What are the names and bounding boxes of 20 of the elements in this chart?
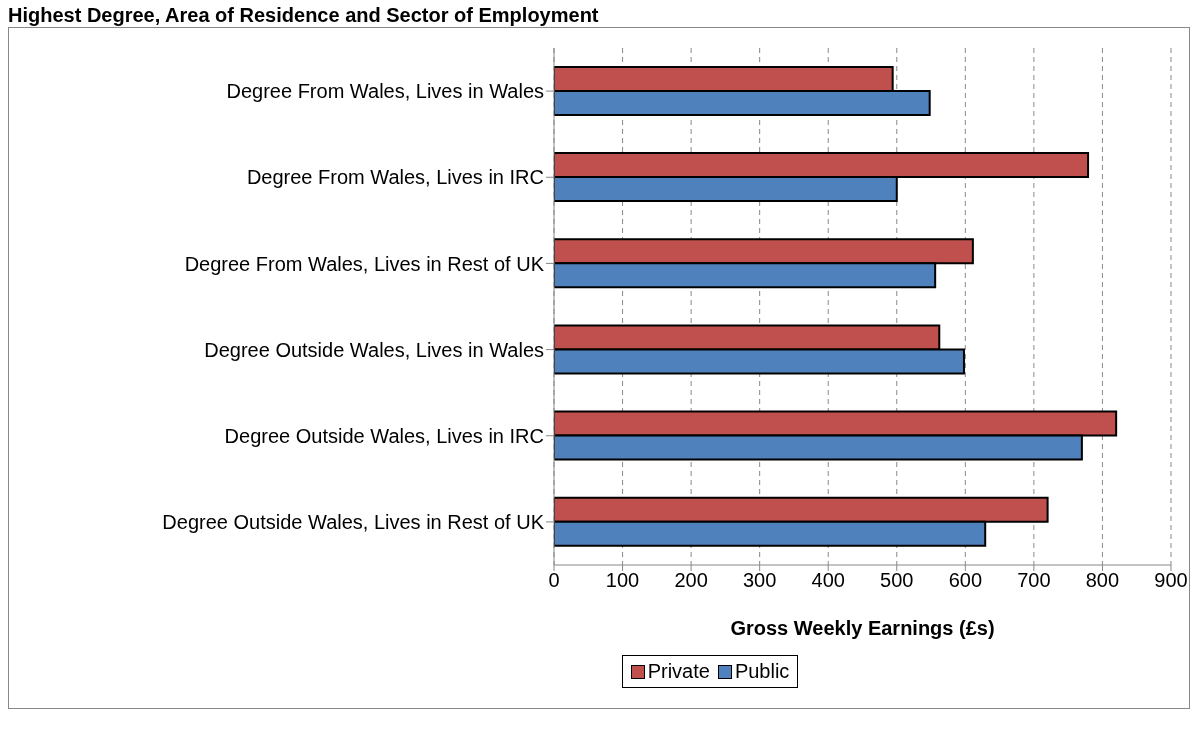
x-axis-title: Gross Weekly Earnings (£s) (730, 617, 995, 639)
legend-label: Private (646, 660, 710, 683)
x-tick-label: 0 (548, 569, 560, 592)
y-tick-label: Degree Outside Wales, Lives in IRC (224, 424, 544, 447)
y-tick-label: Degree From Wales, Lives in IRC (246, 166, 544, 189)
x-tick-label: 900 (1154, 569, 1188, 592)
y-tick-label: Degree From Wales, Lives in Rest of UK (184, 252, 545, 275)
legend-label: Public (733, 660, 790, 683)
x-tick-label: 700 (1017, 569, 1051, 592)
x-tick-label: 300 (742, 569, 777, 592)
y-tick-label: Degree From Wales, Lives in Wales (226, 80, 544, 103)
y-tick-label: Degree Outside Wales, Lives in Wales (204, 338, 544, 361)
y-tick-label: Degree Outside Wales, Lives in Rest of UK (162, 511, 545, 534)
x-tick-label: 200 (674, 569, 708, 592)
x-tick-label: 100 (605, 569, 640, 592)
x-tick-label: 600 (948, 569, 983, 592)
x-tick-label: 500 (880, 569, 914, 592)
x-tick-label: 800 (1085, 569, 1120, 592)
x-tick-label: 400 (811, 569, 845, 592)
text: Highest Degree, Area of Residence and Sector of Employment (8, 4, 600, 27)
